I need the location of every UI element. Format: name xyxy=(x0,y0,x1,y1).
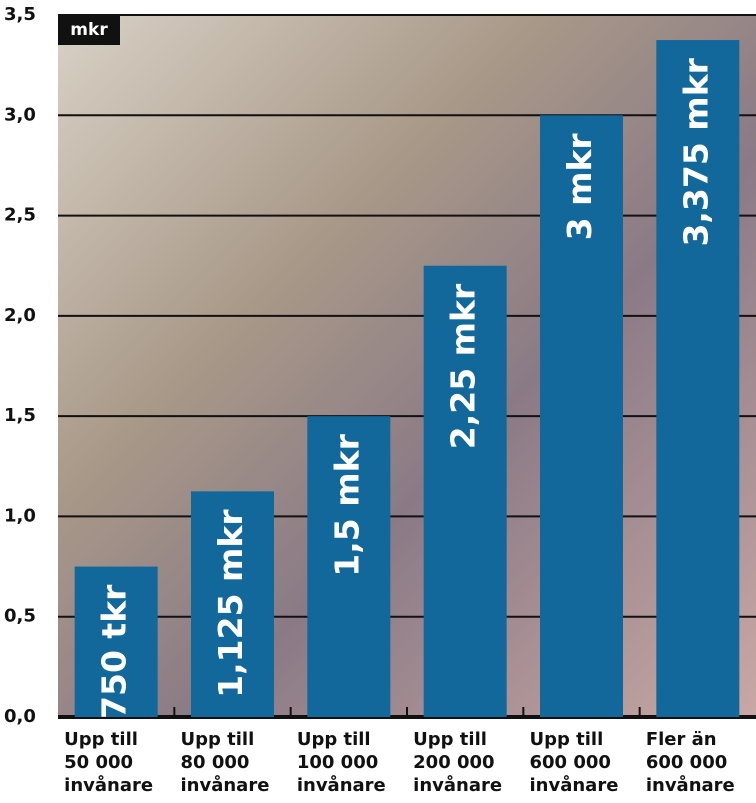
value-label: 1,5 mkr xyxy=(327,433,366,576)
value-label: 750 tkr xyxy=(95,584,134,719)
x-tick-label: Upp till 100 000 invånare xyxy=(297,728,414,797)
value-label: 2,25 mkr xyxy=(444,283,483,449)
value-label: 1,125 mkr xyxy=(211,509,250,698)
value-label: 3 mkr xyxy=(560,133,599,241)
x-tick-label: Fler än 600 000 invånare xyxy=(646,728,756,797)
y-tick-label: 3,5 xyxy=(4,4,36,25)
page: 750 tkr 1,125 mkr 1,5 mkr 2,25 mkr 3 mkr 3,37… xyxy=(0,0,756,803)
y-tick-label: 0,5 xyxy=(4,606,36,627)
background-photo xyxy=(58,14,756,717)
y-tick-label: 1,5 xyxy=(4,405,36,426)
value-label: 3,375 mkr xyxy=(676,57,715,246)
x-tick-label: Upp till 80 000 invånare xyxy=(181,728,298,797)
x-tick-label: Upp till 200 000 invånare xyxy=(413,728,530,797)
y-tick-label: 2,5 xyxy=(4,205,36,226)
unit-label: mkr xyxy=(70,20,108,40)
y-tick-label: 1,0 xyxy=(4,505,36,526)
y-tick-label: 3,0 xyxy=(4,104,36,125)
chart: 750 tkr 1,125 mkr 1,5 mkr 2,25 mkr 3 mkr 3,37… xyxy=(0,0,756,803)
x-tick-label: Upp till 600 000 invånare xyxy=(530,728,647,797)
y-tick-label: 2,0 xyxy=(4,305,36,326)
x-tick-label: Upp till 50 000 invånare xyxy=(64,728,181,797)
y-tick-label: 0,0 xyxy=(4,706,36,727)
